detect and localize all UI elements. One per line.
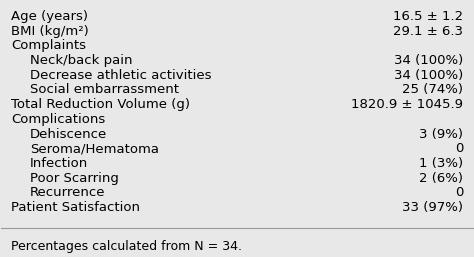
Text: 34 (100%): 34 (100%) — [394, 69, 463, 82]
Text: 33 (97%): 33 (97%) — [402, 201, 463, 214]
Text: Complaints: Complaints — [11, 39, 86, 52]
Text: Seroma/Hematoma: Seroma/Hematoma — [30, 142, 159, 155]
Text: 0: 0 — [455, 142, 463, 155]
Text: Infection: Infection — [30, 157, 88, 170]
Text: Decrease athletic activities: Decrease athletic activities — [30, 69, 211, 82]
Text: Neck/back pain: Neck/back pain — [30, 54, 132, 67]
Text: 34 (100%): 34 (100%) — [394, 54, 463, 67]
Text: 2 (6%): 2 (6%) — [419, 172, 463, 185]
Text: Dehiscence: Dehiscence — [30, 127, 107, 141]
Text: Percentages calculated from N = 34.: Percentages calculated from N = 34. — [11, 240, 242, 253]
Text: 29.1 ± 6.3: 29.1 ± 6.3 — [393, 25, 463, 38]
Text: 0: 0 — [455, 186, 463, 199]
Text: Age (years): Age (years) — [11, 10, 88, 23]
Text: BMI (kg/m²): BMI (kg/m²) — [11, 25, 89, 38]
Text: 1820.9 ± 1045.9: 1820.9 ± 1045.9 — [351, 98, 463, 111]
Text: Social embarrassment: Social embarrassment — [30, 84, 179, 96]
Text: 3 (9%): 3 (9%) — [419, 127, 463, 141]
Text: 25 (74%): 25 (74%) — [402, 84, 463, 96]
Text: Total Reduction Volume (g): Total Reduction Volume (g) — [11, 98, 190, 111]
Text: Poor Scarring: Poor Scarring — [30, 172, 118, 185]
Text: 1 (3%): 1 (3%) — [419, 157, 463, 170]
Text: Complications: Complications — [11, 113, 105, 126]
Text: 16.5 ± 1.2: 16.5 ± 1.2 — [393, 10, 463, 23]
Text: Recurrence: Recurrence — [30, 186, 105, 199]
Text: Patient Satisfaction: Patient Satisfaction — [11, 201, 140, 214]
